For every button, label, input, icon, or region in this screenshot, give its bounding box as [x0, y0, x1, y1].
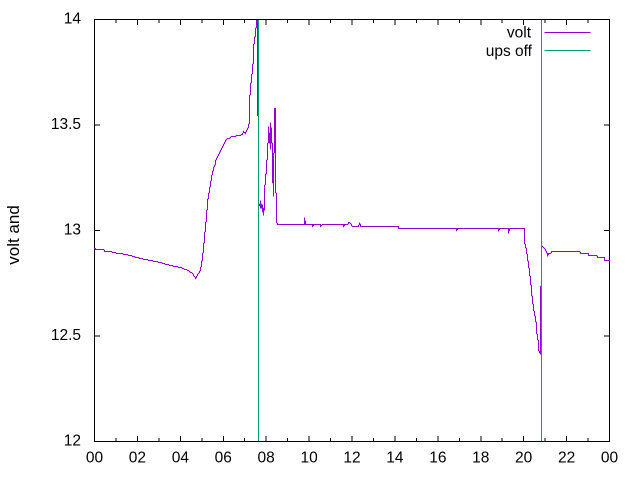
svg-text:22: 22	[558, 450, 575, 467]
svg-text:10: 10	[300, 450, 318, 467]
svg-text:04: 04	[172, 450, 190, 467]
svg-text:20: 20	[515, 450, 533, 467]
svg-text:14: 14	[386, 450, 404, 467]
svg-text:00: 00	[86, 450, 104, 467]
svg-text:18: 18	[472, 450, 489, 467]
svg-text:02: 02	[129, 450, 146, 467]
svg-text:08: 08	[258, 450, 275, 467]
svg-text:13: 13	[64, 222, 81, 239]
svg-text:volt and: volt and	[4, 205, 23, 265]
svg-text:12: 12	[64, 433, 81, 450]
svg-text:12.5: 12.5	[51, 327, 81, 344]
svg-text:06: 06	[215, 450, 232, 467]
svg-text:volt: volt	[507, 25, 532, 42]
svg-text:ups off: ups off	[486, 43, 533, 60]
svg-text:14: 14	[64, 11, 82, 28]
svg-text:13.5: 13.5	[51, 116, 81, 133]
svg-text:16: 16	[429, 450, 446, 467]
svg-text:00: 00	[601, 450, 619, 467]
svg-text:12: 12	[343, 450, 360, 467]
